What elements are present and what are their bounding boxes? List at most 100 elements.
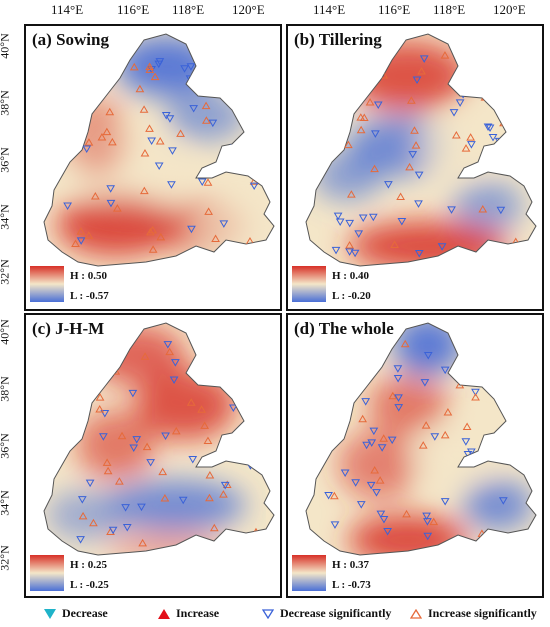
decrease-sig-marker xyxy=(167,181,176,189)
decrease-sig-marker xyxy=(340,469,350,478)
increase-sig-marker xyxy=(343,140,353,149)
increase-sig-marker xyxy=(105,107,115,116)
increase-sig-marker xyxy=(462,422,472,431)
increase-sig-marker xyxy=(370,465,380,474)
increase-sig-marker xyxy=(171,426,181,435)
map-fill xyxy=(306,323,536,555)
panel-whole: (d) The whole H : 0.37 L : -0.73 xyxy=(286,313,544,598)
lat-tick-34-top: 34°N xyxy=(0,204,12,230)
increase-sig-marker xyxy=(466,133,476,141)
increase-sig-marker xyxy=(139,105,149,113)
lat-tick-36-top: 36°N xyxy=(0,147,12,173)
increase-sig-marker xyxy=(346,190,356,198)
increase-sig-marker xyxy=(140,352,150,360)
decrease-sig-marker xyxy=(66,113,75,122)
decrease-sig-marker xyxy=(325,338,335,346)
decrease-sig-marker xyxy=(461,85,471,94)
increase-sig-marker xyxy=(418,441,428,449)
increase-triangle-icon xyxy=(158,609,170,620)
increase-sig-marker xyxy=(411,141,421,149)
increase-sig-marker xyxy=(211,341,221,350)
increase-sig-marker xyxy=(102,458,112,466)
increase-sig-marker xyxy=(375,476,385,484)
decrease-sig-marker xyxy=(154,162,164,170)
decrease-sig-marker xyxy=(240,392,250,400)
increase-sig-marker xyxy=(471,393,480,401)
colorbar-high-label: H : 0.50 xyxy=(70,270,107,282)
decrease-sig-marker xyxy=(68,427,78,436)
increase-sig-marker xyxy=(107,137,117,146)
decrease-sig-marker xyxy=(370,130,380,138)
decrease-sig-marker xyxy=(467,141,476,149)
increase-sig-marker xyxy=(203,436,213,445)
panel-title: (d) The whole xyxy=(294,319,394,338)
decrease-sig-marker xyxy=(393,375,403,383)
increase-sig-marker xyxy=(390,240,399,248)
increase-sig-marker xyxy=(209,523,219,532)
decrease-sig-marker xyxy=(383,528,392,536)
decrease-sig-marker xyxy=(351,479,361,487)
colorbar-low-label: L : -0.57 xyxy=(70,290,109,302)
increase-sig-marker xyxy=(197,405,206,413)
increase-sig-marker xyxy=(204,207,213,215)
decrease-sig-marker xyxy=(122,524,132,532)
increase-sig-marker xyxy=(135,84,145,93)
increase-sig-marker xyxy=(505,77,514,86)
decrease-sig-marker xyxy=(333,212,343,221)
increase-sig-marker xyxy=(142,442,152,451)
decrease-sig-marker xyxy=(188,455,198,464)
legend-decrease-sig: Decrease significantly xyxy=(261,606,391,624)
decrease-sig-marker xyxy=(379,516,389,524)
decrease-sig-marker xyxy=(108,526,118,535)
decrease-sig-marker xyxy=(474,87,484,96)
decrease-sig-marker xyxy=(461,438,471,446)
decrease-sig-marker xyxy=(440,498,450,506)
decrease-sig-marker xyxy=(379,58,389,66)
decrease-sig-marker xyxy=(471,371,481,380)
decrease-sig-marker xyxy=(249,182,259,191)
panel-title: (a) Sowing xyxy=(32,30,109,49)
decrease-sig-marker xyxy=(356,350,366,358)
decrease-sig-marker xyxy=(345,219,355,228)
decrease-sig-marker xyxy=(228,404,238,413)
lat-tick-38-top: 38°N xyxy=(0,90,12,116)
decrease-sig-marker xyxy=(437,243,447,251)
decrease-sig-marker xyxy=(349,88,359,96)
lon-tick-118-left: 118°E xyxy=(172,2,205,17)
decrease-sig-marker xyxy=(121,504,130,512)
decrease-sig-marker xyxy=(394,404,404,412)
region-outline xyxy=(305,322,537,556)
decrease-sig-marker xyxy=(100,409,110,418)
increase-sig-marker xyxy=(202,116,211,124)
lat-tick-40-bottom: 40°N xyxy=(0,319,12,345)
decrease-sig-marker xyxy=(199,368,209,376)
lat-tick-40-top: 40°N xyxy=(0,33,12,59)
decrease-sig-marker xyxy=(469,63,479,71)
increase-sig-marker xyxy=(455,366,464,374)
increase-sig-marker xyxy=(90,191,100,200)
region-outline xyxy=(305,33,537,267)
lat-tick-36-bottom: 36°N xyxy=(0,433,12,459)
decrease-sig-marker xyxy=(361,360,371,368)
decrease-sig-marker xyxy=(372,489,381,497)
increase-sig-marker xyxy=(211,234,220,243)
decrease-sig-marker xyxy=(488,133,498,142)
decrease-sig-marker xyxy=(161,432,170,440)
lon-tick-118-right: 118°E xyxy=(433,2,466,17)
decrease-sig-marker xyxy=(248,138,258,147)
increase-sig-marker xyxy=(219,490,228,498)
decrease-sig-marker xyxy=(506,395,516,404)
increase-sig-marker xyxy=(145,124,154,132)
decrease-sig-marker xyxy=(361,398,371,406)
decrease-sig-marker xyxy=(455,99,465,107)
decrease-sig-marker xyxy=(189,105,199,113)
increase-sig-marker xyxy=(165,347,175,356)
decrease-sig-marker xyxy=(420,379,430,387)
increase-sig-marker xyxy=(81,359,91,367)
decrease-sig-marker xyxy=(345,397,355,406)
increase-sig-marker xyxy=(95,393,105,401)
colorbar-low-label: L : -0.73 xyxy=(332,579,371,591)
decrease-sig-marker xyxy=(369,427,379,436)
increase-sig-marker xyxy=(396,192,405,201)
legend-increase-sig-label: Increase significantly xyxy=(428,606,537,620)
